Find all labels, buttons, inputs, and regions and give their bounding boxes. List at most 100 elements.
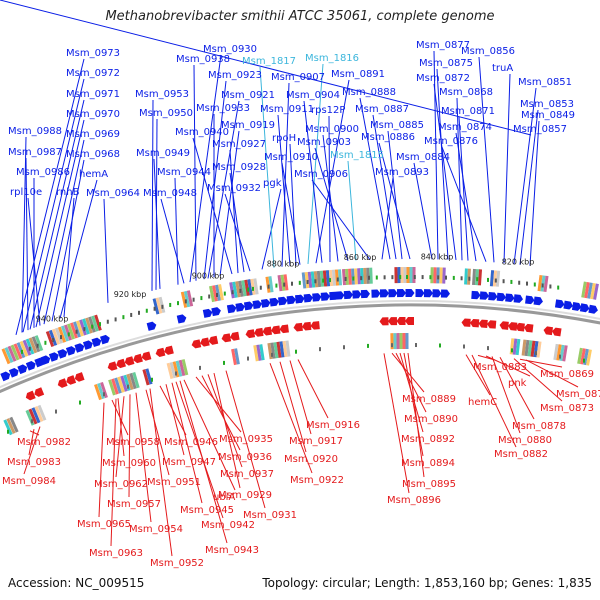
label-connector-bottom [145,389,170,476]
gene-label-top: Msm_0891 [331,69,385,80]
ruler-tick [460,276,463,281]
cog-block [7,345,17,362]
label-connector-bottom [175,381,224,519]
cog-block [247,279,253,296]
label-connector-top [372,114,397,260]
reverse-gene-arrow [191,339,202,349]
reverse-gene-arrow [116,358,126,369]
minor-tick [583,358,585,363]
cog-block [19,340,29,357]
cog-block [28,408,38,425]
cog-block [183,290,191,308]
cog-block [341,269,347,286]
gene-label-top: Msm_0856 [461,46,515,57]
gene-label-top: Msm_0927 [212,139,266,150]
forward-gene-arrow [17,364,28,375]
ruler-tick [223,291,226,296]
gene-label-top: Msm_0907 [271,72,325,83]
forward-gene-arrow [525,295,535,305]
reverse-gene-arrow [245,329,256,339]
label-connector-bottom [171,382,203,504]
ruler-tick-label: 840 kbp [421,252,454,261]
gene-label-top: Msm_0904 [286,90,340,101]
label-connector-bottom [98,402,105,518]
forward-gene-arrow [48,352,59,362]
cog-block [231,348,237,366]
cog-block [126,373,134,390]
cog-block [556,344,562,361]
cog-block [3,419,13,436]
cog-block [369,267,373,284]
reverse-gene-arrow [155,347,166,358]
label-connector-top [174,177,179,285]
gene-label-top: Msm_0964 [86,188,140,199]
forward-gene-arrow [312,293,322,302]
cog-block [175,360,183,377]
label-connector-top [22,78,85,333]
label-connector-top [456,97,463,261]
ruler-tick [267,284,270,289]
label-connector-bottom [225,370,266,509]
reverse-gene-arrow [310,321,320,330]
gene-label-top: Msm_1815 [330,150,384,161]
cog-block [209,285,215,303]
ruler-tick [216,293,218,298]
cog-block [521,339,527,356]
minor-tick [535,351,537,356]
cog-block [114,377,122,394]
minor-tick [367,343,369,348]
label-connector-top [381,177,394,260]
ruler-tick [526,281,528,286]
cog-block [132,372,140,389]
cog-block [129,372,137,390]
ruler-tick [518,280,521,285]
ruler-tick [291,281,293,286]
gene-label-top: Msm_0868 [439,87,493,98]
cog-block [60,325,70,342]
topology-label: Topology: circular; Length: 1,853,160 bp… [262,576,592,590]
gene-label-top: Msm_0872 [416,73,470,84]
reverse-gene-arrow [388,317,398,326]
label-connector-top [193,64,197,281]
ruler-tick [67,332,70,337]
cog-block [270,342,276,359]
gene-label-bottom: Msm_0889 [402,394,456,405]
gene-label-top: Msm_0930 [203,44,257,55]
cog-block [97,382,105,400]
cog-block [1,348,11,365]
cog-block [533,341,539,358]
ruler-tick [75,329,78,334]
ruler-tick [445,275,447,280]
forward-gene-arrow [496,292,506,302]
forward-gene-arrow [533,296,543,306]
gene-label-bottom: Msm_0951 [147,477,201,488]
cog-block [319,270,325,287]
reverse-gene-arrow [34,387,45,397]
minor-tick [511,348,513,353]
forward-gene-arrow [0,371,11,382]
forward-gene-arrow [405,289,415,297]
ruler-tick [161,304,164,309]
ruler-tick [494,278,497,283]
gene-label-top: Msm_0906 [294,169,348,180]
cog-block [577,347,583,365]
label-connector-bottom [403,352,424,457]
forward-gene-arrow [371,289,381,298]
forward-gene-arrow [388,289,398,298]
cog-block [238,280,244,297]
forward-gene-arrow [260,298,271,308]
label-connector-bottom [383,353,410,494]
ruler-tick-label: 860 kbp [344,253,377,262]
gene-label-bottom: hemC [468,397,497,408]
forward-gene-arrow [57,349,68,359]
cog-block [22,339,32,356]
ruler-tick-label: 920 kbp [114,290,147,299]
label-connector-bottom [289,360,312,435]
cog-block [590,283,596,300]
gene-label-top: Msm_0851 [518,77,572,88]
cog-block [172,361,180,378]
reverse-gene-arrow [499,321,509,330]
forward-gene-arrow [479,291,489,300]
forward-gene-arrow [65,346,76,356]
cog-block [495,270,501,287]
